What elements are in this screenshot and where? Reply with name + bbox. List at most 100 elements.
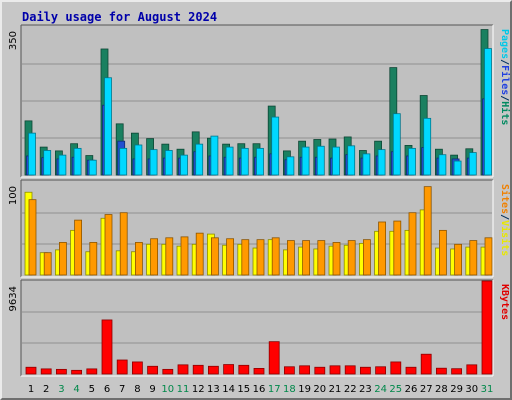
x-tick-label: 21 bbox=[329, 384, 342, 395]
bar-pages-day-21 bbox=[332, 146, 340, 176]
x-tick-label: 24 bbox=[374, 384, 387, 395]
bar-sites-day-26 bbox=[408, 212, 417, 276]
x-tick-label: 27 bbox=[420, 384, 433, 395]
x-tick-label: 19 bbox=[298, 384, 311, 395]
bar-kbytes-day-27 bbox=[420, 353, 432, 375]
bar-kbytes-day-31 bbox=[481, 280, 493, 375]
bar-sites-day-8 bbox=[134, 242, 143, 276]
bar-sites-day-14 bbox=[226, 238, 235, 276]
bar-pages-day-8 bbox=[134, 144, 143, 176]
bar-sites-day-23 bbox=[362, 239, 371, 276]
bar-pages-day-28 bbox=[438, 154, 447, 176]
bar-kbytes-day-22 bbox=[344, 365, 356, 375]
bar-pages-day-2 bbox=[43, 150, 52, 176]
axis-label-part: Files bbox=[499, 65, 511, 95]
bar-pages-day-20 bbox=[316, 145, 325, 176]
bar-kbytes-day-10 bbox=[162, 368, 174, 375]
bar-pages-day-19 bbox=[301, 146, 310, 176]
x-tick-label: 4 bbox=[73, 384, 79, 395]
bar-pages-day-29 bbox=[453, 160, 462, 176]
bar-sites-day-18 bbox=[286, 240, 295, 276]
bar-pages-day-25 bbox=[392, 113, 401, 176]
axis-label-part: Pages bbox=[499, 29, 510, 59]
bar-kbytes-day-15 bbox=[238, 364, 250, 375]
x-tick-label: 30 bbox=[465, 384, 478, 395]
bar-kbytes-day-21 bbox=[329, 365, 341, 375]
bar-sites-day-31 bbox=[484, 237, 493, 276]
bar-sites-day-21 bbox=[332, 242, 341, 276]
x-tick-label: 28 bbox=[435, 384, 448, 395]
bar-pages-day-9 bbox=[149, 149, 158, 176]
x-tick-label: 8 bbox=[134, 384, 140, 395]
y-max-label: 350 bbox=[8, 31, 19, 50]
bar-sites-day-6 bbox=[104, 214, 113, 276]
bar-pages-day-11 bbox=[180, 154, 188, 176]
x-tick-label: 20 bbox=[313, 384, 326, 395]
bar-sites-day-22 bbox=[347, 240, 356, 276]
bar-pages-day-15 bbox=[240, 147, 249, 176]
bar-sites-day-13 bbox=[210, 237, 219, 276]
x-tick-label: 31 bbox=[481, 384, 494, 395]
bar-pages-day-14 bbox=[225, 146, 234, 176]
bar-kbytes-day-1 bbox=[25, 366, 37, 375]
bar-sites-day-4 bbox=[74, 219, 82, 276]
bar-sites-day-27 bbox=[423, 186, 432, 276]
x-tick-label: 1 bbox=[28, 384, 34, 395]
x-tick-label: 6 bbox=[104, 384, 110, 395]
bar-kbytes-day-18 bbox=[283, 366, 295, 375]
x-tick-label: 11 bbox=[177, 384, 190, 395]
x-tick-label: 12 bbox=[192, 384, 205, 395]
x-tick-label: 18 bbox=[283, 384, 296, 395]
bar-sites-day-19 bbox=[302, 240, 311, 276]
bar-pages-day-27 bbox=[423, 117, 432, 176]
bar-kbytes-day-5 bbox=[86, 368, 98, 375]
chart-title: Daily usage for August 2024 bbox=[22, 10, 218, 24]
bar-sites-day-5 bbox=[89, 242, 98, 276]
x-tick-label: 5 bbox=[89, 384, 95, 395]
panel-kbytes bbox=[21, 280, 493, 376]
bar-pages-day-6 bbox=[104, 77, 112, 176]
bar-kbytes-day-13 bbox=[207, 365, 219, 375]
bar-kbytes-day-9 bbox=[147, 365, 159, 375]
bar-sites-day-24 bbox=[378, 221, 387, 276]
x-tick-label: 22 bbox=[344, 384, 357, 395]
x-tick-label: 16 bbox=[253, 384, 266, 395]
axis-label-part: KBytes bbox=[499, 284, 510, 320]
bar-sites-day-29 bbox=[454, 243, 463, 276]
y-axis-label: Pages/Files/Hits bbox=[499, 29, 511, 125]
bar-pages-day-12 bbox=[195, 143, 204, 176]
axis-label-part: Visits bbox=[499, 220, 511, 256]
axis-label-part: Hits bbox=[499, 101, 511, 125]
bar-kbytes-day-7 bbox=[116, 359, 128, 375]
x-tick-label: 23 bbox=[359, 384, 372, 395]
bar-pages-day-5 bbox=[88, 159, 97, 176]
bar-sites-day-9 bbox=[150, 238, 159, 276]
bar-pages-day-1 bbox=[28, 132, 36, 176]
x-tick-label: 10 bbox=[161, 384, 174, 395]
bar-pages-day-13 bbox=[210, 135, 219, 176]
x-tick-label: 14 bbox=[222, 384, 235, 395]
x-tick-label: 3 bbox=[58, 384, 64, 395]
y-axis-label: Sites/Visits bbox=[499, 184, 511, 256]
bar-kbytes-day-12 bbox=[192, 364, 204, 375]
bar-kbytes-day-17 bbox=[268, 341, 280, 375]
bar-kbytes-day-25 bbox=[390, 361, 402, 375]
bar-kbytes-day-14 bbox=[223, 364, 235, 375]
bar-sites-day-17 bbox=[271, 237, 280, 276]
bar-sites-day-1 bbox=[28, 199, 37, 276]
axis-label-part: / bbox=[499, 95, 510, 101]
bar-sites-day-2 bbox=[43, 252, 52, 276]
x-tick-label: 7 bbox=[119, 384, 125, 395]
bar-sites-day-3 bbox=[59, 242, 67, 276]
bar-kbytes-day-29 bbox=[451, 368, 463, 375]
bar-pages-day-4 bbox=[73, 147, 82, 176]
bar-kbytes-day-19 bbox=[299, 365, 311, 375]
x-tick-label: 13 bbox=[207, 384, 220, 395]
bar-kbytes-day-3 bbox=[56, 368, 67, 375]
bar-sites-day-20 bbox=[317, 240, 326, 276]
x-tick-label: 9 bbox=[149, 384, 155, 395]
x-tick-label: 26 bbox=[405, 384, 418, 395]
x-tick-label: 17 bbox=[268, 384, 281, 395]
bar-kbytes-day-28 bbox=[435, 367, 447, 375]
bar-kbytes-day-11 bbox=[177, 364, 189, 375]
